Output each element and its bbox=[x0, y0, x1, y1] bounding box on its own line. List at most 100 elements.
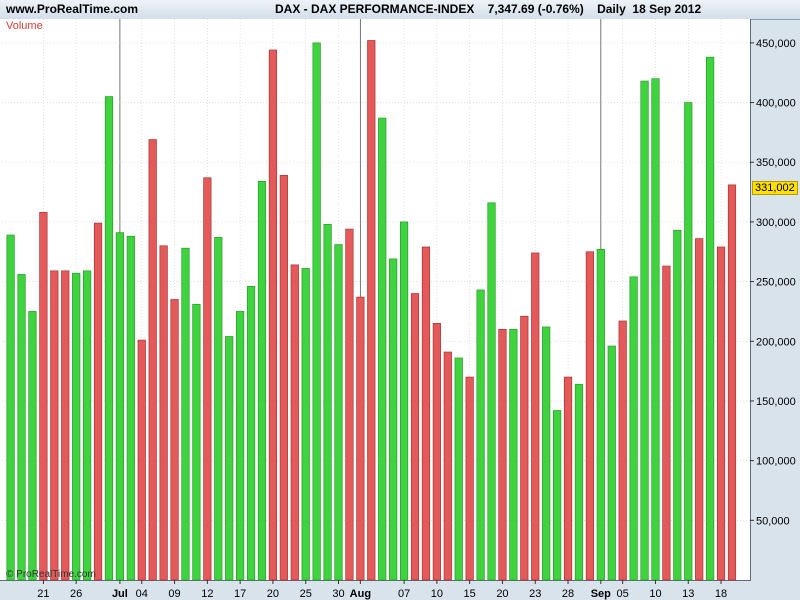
x-tick-label: 21 bbox=[37, 588, 49, 600]
volume-bar-42 bbox=[454, 357, 463, 581]
volume-bar-17 bbox=[181, 247, 190, 581]
x-tick-label: 12 bbox=[201, 588, 213, 600]
volume-bar-60 bbox=[651, 78, 660, 581]
x-tick-label: 25 bbox=[300, 588, 312, 600]
volume-bar-1 bbox=[6, 234, 15, 581]
volume-bar-12 bbox=[126, 235, 135, 581]
volume-bar-9 bbox=[93, 222, 103, 581]
x-month-label: Aug bbox=[350, 588, 371, 600]
volume-bar-4 bbox=[39, 212, 48, 581]
volume-bar-51 bbox=[552, 410, 562, 581]
y-tick-label: 150,000 bbox=[756, 396, 796, 408]
volume-bar-24 bbox=[257, 180, 267, 581]
x-tick-label: 13 bbox=[682, 588, 694, 600]
x-tick-label: 30 bbox=[332, 588, 344, 600]
site-url[interactable]: www.ProRealTime.com bbox=[6, 2, 139, 16]
x-tick-label: 23 bbox=[529, 588, 541, 600]
y-tick-label: 50,000 bbox=[756, 515, 790, 527]
x-tick-label: 20 bbox=[267, 588, 279, 600]
y-tick-label: 250,000 bbox=[756, 277, 796, 289]
volume-bar-19 bbox=[203, 177, 212, 581]
volume-bar-67 bbox=[727, 184, 737, 581]
x-axis: 21 26 Jul 04 09 12 17 20 25 30 Aug 07 10 15 20 23 28 Sep 0… bbox=[37, 580, 727, 600]
x-tick-label: 15 bbox=[464, 588, 476, 600]
y-tick-label: 450,000 bbox=[756, 38, 796, 50]
volume-bar-30 bbox=[323, 223, 332, 581]
y-tick-label: 200,000 bbox=[756, 336, 796, 348]
volume-bar-41 bbox=[443, 351, 452, 581]
x-tick-label: 04 bbox=[136, 588, 148, 600]
volume-bar-7 bbox=[72, 272, 81, 581]
volume-bar-3 bbox=[28, 311, 37, 581]
volume-bar-33 bbox=[356, 296, 365, 581]
x-tick-label: 26 bbox=[70, 588, 82, 600]
volume-bar-26 bbox=[279, 175, 288, 581]
y-tick-label: 300,000 bbox=[756, 217, 796, 229]
volume-bar-48 bbox=[520, 315, 529, 581]
x-tick-label: 09 bbox=[168, 588, 180, 600]
last-value-tag: 331,002 bbox=[752, 181, 798, 195]
volume-bar-13 bbox=[137, 339, 146, 581]
volume-bar-31 bbox=[334, 244, 343, 581]
x-tick-label: 20 bbox=[496, 588, 508, 600]
volume-bar-34 bbox=[367, 40, 376, 581]
copyright-text: © ProRealTime.com bbox=[6, 569, 96, 580]
volume-bar-38 bbox=[410, 293, 420, 581]
volume-bar-28 bbox=[301, 268, 310, 581]
y-axis: 50,000 100,000 150,000 200,000 250,000 300,00… bbox=[750, 38, 796, 527]
volume-bar-20 bbox=[214, 237, 223, 581]
volume-bar-36 bbox=[389, 258, 398, 581]
volume-bar-39 bbox=[421, 246, 431, 581]
volume-bar-35 bbox=[378, 117, 387, 581]
y-tick-label: 400,000 bbox=[756, 98, 796, 110]
volume-bar-66 bbox=[716, 246, 726, 581]
volume-bar-50 bbox=[542, 326, 551, 581]
volume-bar-43 bbox=[465, 376, 474, 581]
x-month-label: Sep bbox=[591, 588, 611, 600]
volume-bar-44 bbox=[476, 289, 485, 581]
volume-bar-5 bbox=[50, 270, 59, 581]
volume-bar-2 bbox=[17, 274, 26, 581]
volume-bar-32 bbox=[345, 228, 354, 581]
volume-bar-61 bbox=[662, 265, 671, 581]
volume-bar-16 bbox=[170, 299, 179, 581]
grid-layer bbox=[2, 19, 750, 580]
x-tick-label: 10 bbox=[431, 588, 443, 600]
volume-bar-40 bbox=[432, 323, 441, 581]
x-tick-label: 28 bbox=[562, 588, 574, 600]
bars-layer bbox=[6, 40, 737, 581]
volume-bar-55 bbox=[596, 249, 605, 581]
x-month-label: Jul bbox=[112, 588, 128, 600]
volume-bar-54 bbox=[585, 251, 594, 581]
volume-bar-58 bbox=[629, 276, 638, 581]
volume-bar-15 bbox=[159, 245, 168, 581]
chart-title: DAX - DAX PERFORMANCE-INDEX 7,347.69 (-0… bbox=[275, 2, 702, 16]
volume-bar-65 bbox=[706, 56, 715, 581]
chart-header: www.ProRealTime.com DAX - DAX PERFORMANC… bbox=[0, 0, 800, 20]
volume-bar-11 bbox=[115, 232, 125, 581]
volume-bar-64 bbox=[695, 238, 704, 581]
x-tick-label: 07 bbox=[398, 588, 410, 600]
volume-bar-46 bbox=[498, 328, 507, 581]
x-tick-label: 17 bbox=[234, 588, 246, 600]
volume-bar-18 bbox=[192, 303, 201, 581]
y-tick-label: 350,000 bbox=[756, 157, 796, 169]
volume-bar-8 bbox=[83, 270, 92, 581]
volume-bar-27 bbox=[290, 264, 299, 581]
volume-bar-52 bbox=[563, 376, 573, 581]
volume-bar-37 bbox=[399, 221, 409, 581]
volume-bar-29 bbox=[312, 42, 321, 581]
volume-bar-23 bbox=[246, 286, 256, 581]
x-tick-label: 18 bbox=[715, 588, 727, 600]
volume-bar-47 bbox=[509, 328, 518, 581]
volume-bar-57 bbox=[618, 320, 627, 581]
volume-bar-62 bbox=[673, 229, 682, 581]
volume-bar-53 bbox=[574, 383, 584, 581]
volume-bar-6 bbox=[61, 270, 70, 581]
volume-bar-25 bbox=[268, 49, 278, 581]
volume-bar-10 bbox=[104, 96, 114, 581]
x-tick-label: 05 bbox=[617, 588, 629, 600]
x-tick-label: 10 bbox=[649, 588, 661, 600]
y-tick-label: 100,000 bbox=[756, 456, 796, 468]
